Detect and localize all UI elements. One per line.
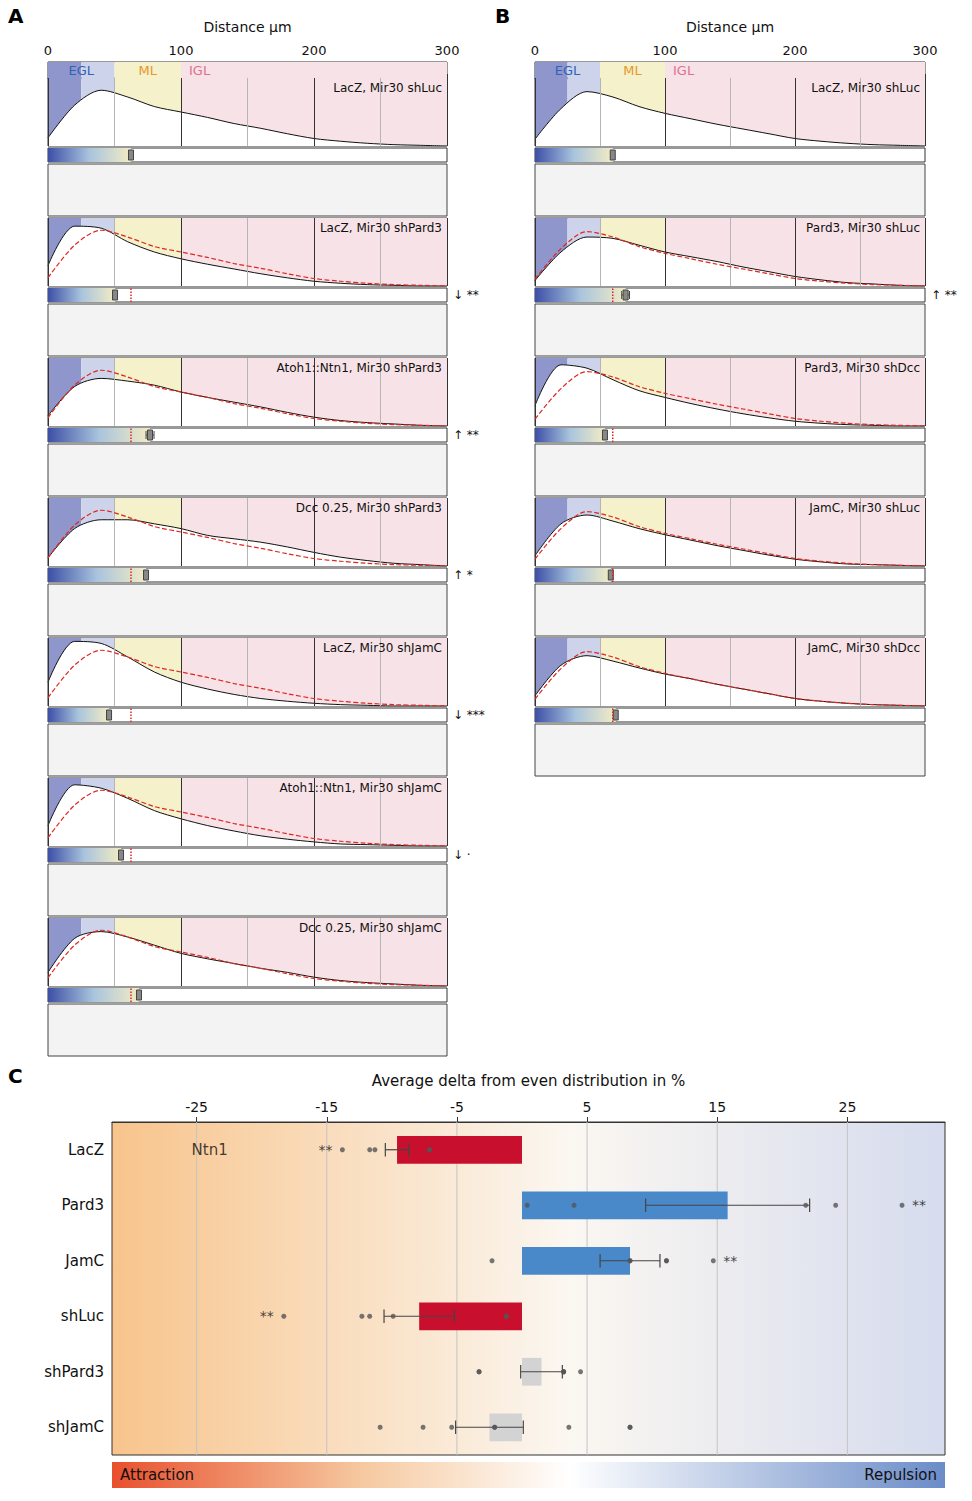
svg-text:-25: -25 xyxy=(185,1099,208,1115)
svg-text:0: 0 xyxy=(44,43,52,58)
svg-text:B: B xyxy=(495,4,510,28)
svg-text:**: ** xyxy=(318,1142,332,1158)
svg-text:Distance µm: Distance µm xyxy=(686,19,774,35)
svg-text:IGL: IGL xyxy=(189,63,211,78)
svg-text:300: 300 xyxy=(913,43,938,58)
svg-text:↑ **: ↑ ** xyxy=(931,288,957,302)
svg-text:Pard3, Mir30 shLuc: Pard3, Mir30 shLuc xyxy=(806,221,920,235)
svg-text:200: 200 xyxy=(302,43,327,58)
svg-text:LacZ: LacZ xyxy=(68,1141,104,1159)
svg-text:25: 25 xyxy=(838,1099,856,1115)
svg-text:↓ ***: ↓ *** xyxy=(453,708,485,722)
svg-text:**: ** xyxy=(723,1253,737,1269)
svg-text:5: 5 xyxy=(583,1099,592,1115)
svg-text:LacZ, Mir30 shLuc: LacZ, Mir30 shLuc xyxy=(333,81,442,95)
svg-text:C: C xyxy=(8,1064,23,1088)
svg-text:JamC: JamC xyxy=(64,1252,104,1270)
svg-text:Dcc 0.25, Mir30 shPard3: Dcc 0.25, Mir30 shPard3 xyxy=(296,501,442,515)
svg-text:-15: -15 xyxy=(315,1099,338,1115)
svg-text:↑ **: ↑ ** xyxy=(453,428,479,442)
svg-text:Average delta from even distri: Average delta from even distribution in … xyxy=(372,1072,685,1090)
svg-text:-5: -5 xyxy=(450,1099,464,1115)
svg-text:100: 100 xyxy=(653,43,678,58)
svg-text:A: A xyxy=(8,4,24,28)
svg-text:Pard3: Pard3 xyxy=(61,1196,104,1214)
svg-text:Attraction: Attraction xyxy=(120,1466,194,1484)
svg-text:↑ *: ↑ * xyxy=(453,568,473,582)
svg-text:↓ ·: ↓ · xyxy=(453,848,471,862)
svg-text:Ntn1: Ntn1 xyxy=(192,1141,228,1159)
svg-text:ML: ML xyxy=(623,63,642,78)
svg-text:JamC, Mir30 shLuc: JamC, Mir30 shLuc xyxy=(808,501,920,515)
svg-text:Repulsion: Repulsion xyxy=(864,1466,937,1484)
svg-text:shLuc: shLuc xyxy=(61,1307,104,1325)
svg-text:EGL: EGL xyxy=(68,63,94,78)
svg-text:LacZ, Mir30 shPard3: LacZ, Mir30 shPard3 xyxy=(320,221,442,235)
svg-text:shPard3: shPard3 xyxy=(44,1363,104,1381)
svg-text:LacZ, Mir30 shJamC: LacZ, Mir30 shJamC xyxy=(323,641,442,655)
svg-text:300: 300 xyxy=(435,43,460,58)
svg-text:JamC, Mir30 shDcc: JamC, Mir30 shDcc xyxy=(806,641,920,655)
svg-text:ML: ML xyxy=(139,63,158,78)
svg-text:shJamC: shJamC xyxy=(48,1418,104,1436)
svg-text:IGL: IGL xyxy=(673,63,695,78)
svg-text:100: 100 xyxy=(169,43,194,58)
svg-text:↓ **: ↓ ** xyxy=(453,288,479,302)
svg-text:EGL: EGL xyxy=(555,63,581,78)
svg-text:0: 0 xyxy=(531,43,539,58)
svg-text:Atoh1::Ntn1, Mir30 shJamC: Atoh1::Ntn1, Mir30 shJamC xyxy=(280,781,442,795)
svg-text:200: 200 xyxy=(783,43,808,58)
svg-text:**: ** xyxy=(912,1197,926,1213)
svg-text:Pard3, Mir30 shDcc: Pard3, Mir30 shDcc xyxy=(804,361,920,375)
svg-text:Dcc 0.25, Mir30 shJamC: Dcc 0.25, Mir30 shJamC xyxy=(299,921,442,935)
svg-text:Atoh1::Ntn1, Mir30 shPard3: Atoh1::Ntn1, Mir30 shPard3 xyxy=(276,361,442,375)
svg-text:LacZ, Mir30 shLuc: LacZ, Mir30 shLuc xyxy=(811,81,920,95)
svg-text:15: 15 xyxy=(708,1099,726,1115)
svg-text:Distance µm: Distance µm xyxy=(203,19,291,35)
svg-text:**: ** xyxy=(260,1308,274,1324)
